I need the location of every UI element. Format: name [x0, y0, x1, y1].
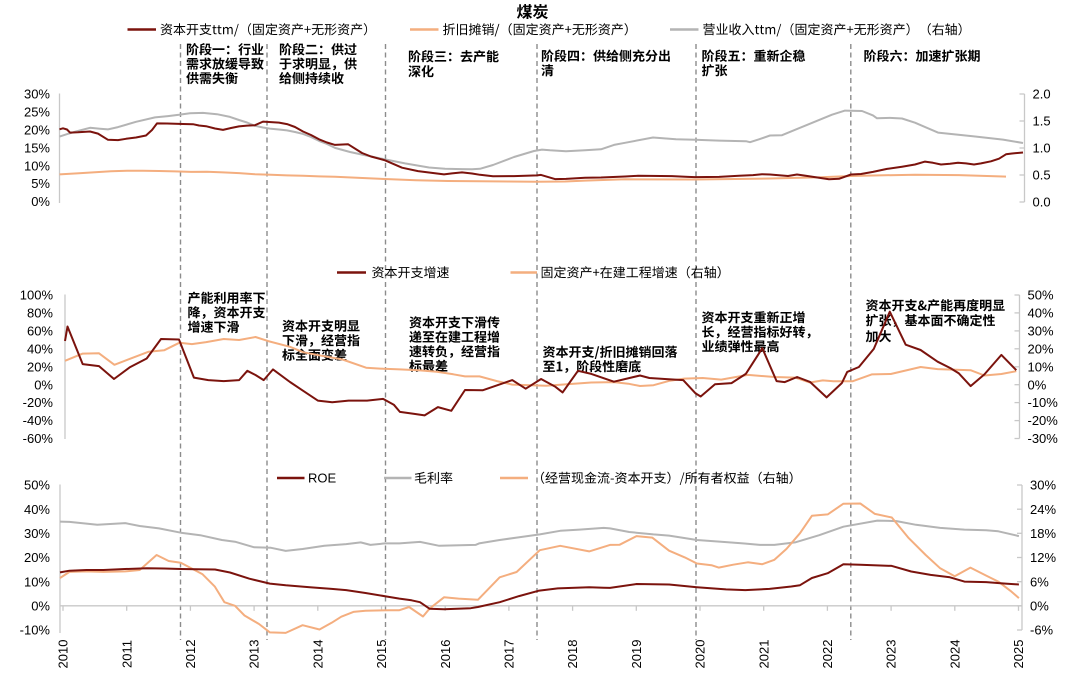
svg-text:ROE: ROE	[308, 471, 337, 486]
svg-text:2018: 2018	[565, 640, 580, 669]
svg-text:10%: 10%	[24, 574, 50, 589]
svg-text:20%: 20%	[1028, 341, 1054, 356]
svg-text:0.5: 0.5	[1033, 168, 1051, 183]
svg-text:24%: 24%	[1030, 502, 1056, 517]
svg-text:2022: 2022	[820, 640, 835, 669]
svg-text:25%: 25%	[24, 105, 50, 120]
svg-text:0.0: 0.0	[1033, 195, 1051, 210]
svg-text:60%: 60%	[27, 324, 53, 339]
svg-text:20%: 20%	[24, 550, 50, 565]
svg-text:-10%: -10%	[1028, 395, 1059, 410]
svg-text:6%: 6%	[1030, 574, 1049, 589]
svg-text:-20%: -20%	[1028, 413, 1059, 428]
svg-text:50%: 50%	[24, 478, 50, 493]
svg-text:2012: 2012	[183, 640, 198, 669]
svg-text:2013: 2013	[247, 640, 262, 669]
svg-text:15%: 15%	[24, 140, 50, 155]
svg-text:20%: 20%	[24, 122, 50, 137]
svg-text:-6%: -6%	[1030, 623, 1054, 638]
svg-text:2021: 2021	[756, 640, 771, 669]
svg-text:0%: 0%	[31, 194, 50, 209]
svg-text:30%: 30%	[1028, 324, 1054, 339]
svg-text:30%: 30%	[1030, 478, 1056, 493]
svg-text:0%: 0%	[1030, 599, 1049, 614]
svg-text:-30%: -30%	[1028, 431, 1059, 446]
svg-text:2.0: 2.0	[1033, 87, 1051, 102]
svg-text:2014: 2014	[310, 640, 325, 669]
svg-text:-60%: -60%	[23, 431, 54, 446]
svg-text:2023: 2023	[884, 640, 899, 669]
svg-text:40%: 40%	[1028, 306, 1054, 321]
svg-text:1.0: 1.0	[1033, 141, 1051, 156]
svg-text:80%: 80%	[27, 306, 53, 321]
svg-text:10%: 10%	[1028, 359, 1054, 374]
svg-text:0%: 0%	[1028, 377, 1047, 392]
svg-text:2025: 2025	[1011, 640, 1026, 669]
svg-text:2024: 2024	[947, 640, 962, 669]
svg-text:30%: 30%	[24, 87, 50, 102]
svg-text:-20%: -20%	[23, 395, 54, 410]
svg-text:50%: 50%	[1028, 288, 1054, 303]
svg-text:-10%: -10%	[20, 623, 51, 638]
svg-text:30%: 30%	[24, 526, 50, 541]
svg-text:0%: 0%	[31, 599, 50, 614]
svg-text:40%: 40%	[24, 502, 50, 517]
svg-text:2011: 2011	[119, 640, 134, 668]
svg-text:20%: 20%	[27, 359, 53, 374]
svg-text:2020: 2020	[693, 640, 708, 669]
svg-text:40%: 40%	[27, 341, 53, 356]
svg-text:2016: 2016	[438, 640, 453, 669]
svg-text:2019: 2019	[629, 640, 644, 669]
svg-text:18%: 18%	[1030, 526, 1056, 541]
svg-text:5%: 5%	[31, 176, 50, 191]
svg-text:2017: 2017	[502, 640, 517, 669]
svg-text:12%: 12%	[1030, 550, 1056, 565]
svg-text:-40%: -40%	[23, 413, 54, 428]
svg-text:2015: 2015	[374, 640, 389, 669]
svg-text:1.5: 1.5	[1033, 114, 1051, 129]
svg-text:100%: 100%	[20, 288, 54, 303]
svg-text:10%: 10%	[24, 158, 50, 173]
svg-text:0%: 0%	[34, 377, 53, 392]
svg-text:2010: 2010	[56, 640, 71, 669]
